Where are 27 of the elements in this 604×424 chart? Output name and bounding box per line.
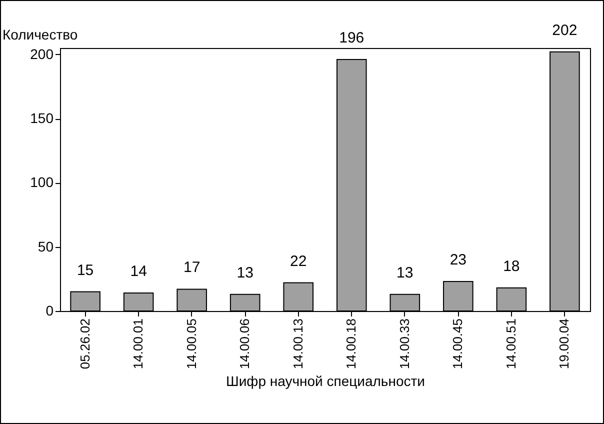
x-tick-label: 14.00.13 xyxy=(290,318,306,370)
x-tick-label: 14.00.45 xyxy=(450,318,466,370)
data-label: 202 xyxy=(552,22,578,39)
y-axis-title: Количество xyxy=(2,26,78,42)
data-label: 18 xyxy=(503,258,520,275)
data-label: 13 xyxy=(236,264,254,282)
x-axis-title: Шифр научной специальности xyxy=(226,373,425,390)
data-label: 17 xyxy=(183,259,200,276)
x-tick-label: 14.00.05 xyxy=(184,318,199,370)
data-label: 15 xyxy=(76,262,94,279)
x-tick-label: 14.00.33 xyxy=(396,318,412,370)
y-tick-label: 200 xyxy=(30,46,54,62)
y-tick-label: 0 xyxy=(46,302,54,318)
data-label: 14 xyxy=(130,263,147,280)
x-tick-label: 14.00.18 xyxy=(344,318,359,370)
x-tick-label: 14.00.51 xyxy=(503,318,518,370)
x-tick-label: 05.26.02 xyxy=(77,318,92,370)
data-label: 196 xyxy=(339,30,364,47)
data-label: 13 xyxy=(396,264,414,282)
y-tick-label: 50 xyxy=(38,238,54,254)
x-tick-label: 19.00.04 xyxy=(556,318,572,370)
x-tick-label: 14.00.06 xyxy=(237,318,252,370)
data-label: 23 xyxy=(450,251,467,268)
y-tick-label: 100 xyxy=(30,174,54,190)
y-tick-label: 150 xyxy=(30,110,54,126)
data-label: 22 xyxy=(290,252,307,270)
x-tick-label: 14.00.01 xyxy=(130,318,146,370)
